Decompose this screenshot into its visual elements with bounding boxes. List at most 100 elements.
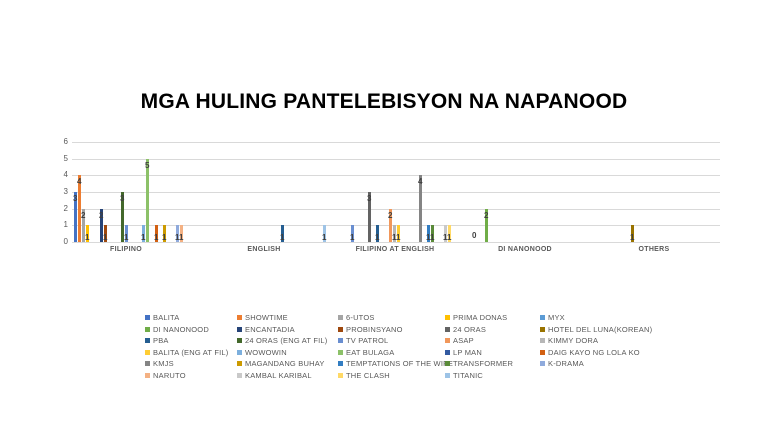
legend-swatch-icon xyxy=(445,372,450,378)
data-label: 1 xyxy=(85,233,90,242)
y-tick-label: 6 xyxy=(63,137,68,146)
legend-item: ASAP xyxy=(445,336,474,345)
data-label: 1 xyxy=(396,233,401,242)
legend-label: BALITA (ENG AT FIL) xyxy=(153,347,229,357)
legend-label: 6-UTOS xyxy=(346,313,375,322)
legend-swatch-icon xyxy=(540,349,545,355)
bar xyxy=(393,225,396,242)
legend-label: THE CLASH xyxy=(346,370,390,380)
bar xyxy=(427,225,430,242)
legend-label: TRANSFORMER xyxy=(453,359,514,368)
legend-label: ENCANTADIA xyxy=(245,324,295,334)
data-label: 1 xyxy=(375,233,380,242)
legend-item: KAMBAL KARIBAL xyxy=(237,371,312,380)
gridline xyxy=(72,142,720,143)
legend-swatch-icon xyxy=(237,315,242,320)
legend-item: MAGANDANG BUHAY xyxy=(237,359,325,368)
legend-label: TITANIC xyxy=(453,370,484,380)
y-tick-label: 3 xyxy=(63,187,68,196)
data-label: 5 xyxy=(145,160,150,170)
gridline xyxy=(72,208,720,210)
legend-item: WOWOWIN xyxy=(237,348,287,357)
zero-data-label: 0 xyxy=(472,231,477,240)
legend-item: PRIMA DONAS xyxy=(445,313,507,322)
bar xyxy=(78,175,81,242)
data-label: 1 xyxy=(392,233,397,242)
bar xyxy=(389,208,392,242)
legend-swatch-icon xyxy=(338,372,343,378)
bar xyxy=(86,225,89,242)
legend-label: 24 ORAS xyxy=(453,324,487,334)
gridline xyxy=(72,175,720,177)
bar xyxy=(397,225,400,242)
y-tick-label: 4 xyxy=(63,170,68,180)
legend-label: PRIMA DONAS xyxy=(453,313,508,322)
bar xyxy=(444,225,447,242)
y-tick-label: 1 xyxy=(63,220,68,230)
data-label: 1 xyxy=(179,233,184,242)
legend-item: BALITA xyxy=(145,313,180,322)
legend-item: SHOWTIME xyxy=(237,313,288,322)
bar xyxy=(485,208,488,242)
legend-label: KAMBAL KARIBAL xyxy=(245,370,312,380)
data-label: 1 xyxy=(322,233,327,242)
legend-item: 6-UTOS xyxy=(338,313,375,322)
bar xyxy=(155,225,158,242)
x-category-label: OTHERS xyxy=(638,246,670,253)
legend-item: THE CLASH xyxy=(338,371,390,380)
legend-label: DAIG KAYO NG LOLA KO xyxy=(548,347,640,357)
data-label: 2 xyxy=(388,210,393,220)
data-label: 3 xyxy=(73,194,78,203)
bar xyxy=(448,225,451,242)
legend-label: KMJS xyxy=(153,359,174,368)
legend-swatch-icon xyxy=(237,349,242,355)
data-label: 2 xyxy=(81,210,86,220)
bar xyxy=(82,208,85,242)
bar xyxy=(142,225,145,242)
legend-swatch-icon xyxy=(445,338,450,343)
data-label: 1 xyxy=(141,233,146,242)
bar xyxy=(163,225,166,242)
data-label: 1 xyxy=(426,233,431,242)
legend-swatch-icon xyxy=(540,338,545,343)
legend-item: KMJS xyxy=(145,359,174,368)
legend-item: LP MAN xyxy=(445,348,482,357)
legend-label: TEMPTATIONS OF THE WIFE xyxy=(346,359,454,368)
bar xyxy=(368,192,371,242)
data-label: 1 xyxy=(443,233,448,242)
data-label: 1 xyxy=(630,233,635,242)
bar xyxy=(376,225,379,242)
legend-label: WOWOWIN xyxy=(245,347,287,357)
legend-item: MYX xyxy=(540,313,565,322)
bar xyxy=(323,225,326,242)
legend-swatch-icon xyxy=(237,326,242,332)
data-label: 3 xyxy=(120,194,125,203)
legend-label: K-DRAMA xyxy=(548,359,584,368)
legend-swatch-icon xyxy=(145,361,150,366)
bar xyxy=(125,225,128,242)
bar xyxy=(146,158,149,242)
legend-label: MYX xyxy=(548,313,565,322)
legend-item: DAIG KAYO NG LOLA KO xyxy=(540,348,640,357)
bar xyxy=(281,225,284,242)
legend-item: 24 ORAS xyxy=(445,325,486,334)
legend-item: 24 ORAS (ENG AT FIL) xyxy=(237,336,328,345)
data-label: 2 xyxy=(484,210,489,220)
legend-swatch-icon xyxy=(145,326,150,332)
legend-swatch-icon xyxy=(445,315,450,320)
legend-item: TEMPTATIONS OF THE WIFE xyxy=(338,359,453,368)
bar xyxy=(176,225,179,242)
data-label: 1 xyxy=(350,233,355,242)
x-category-label: ENGLISH xyxy=(247,246,281,253)
legend-label: PBA xyxy=(153,336,169,345)
legend-swatch-icon xyxy=(338,361,343,366)
legend-swatch-icon xyxy=(540,326,545,332)
legend-label: BALITA xyxy=(153,313,180,322)
y-tick-label: 0 xyxy=(63,237,68,246)
x-category-label: FILIPINO AT ENGLISH xyxy=(355,246,435,253)
legend-swatch-icon xyxy=(445,326,450,332)
legend-label: KIMMY DORA xyxy=(548,336,599,345)
data-label: 1 xyxy=(280,233,285,242)
legend-item: TITANIC xyxy=(445,371,483,380)
